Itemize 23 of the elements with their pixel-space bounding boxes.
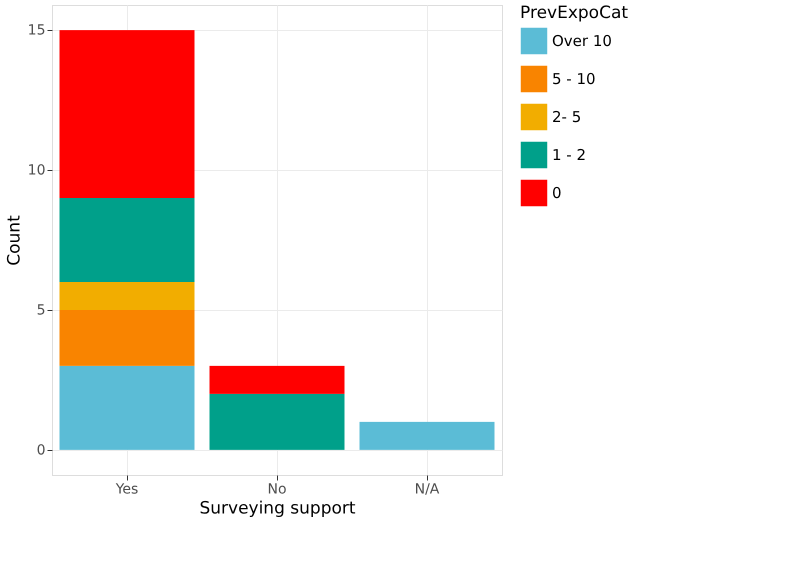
legend-label: 5 - 10	[552, 70, 596, 88]
y-axis-title: Count	[4, 214, 25, 266]
x-tick-label: Yes	[114, 482, 138, 498]
bar	[60, 30, 194, 198]
legend-label: Over 10	[552, 32, 612, 50]
y-tick-label: 15	[28, 22, 46, 39]
bar	[60, 198, 194, 282]
bar	[60, 282, 194, 310]
legend-label: 2- 5	[552, 108, 582, 126]
y-tick-label: 10	[28, 162, 46, 179]
bar	[60, 310, 194, 366]
x-tick-label: No	[267, 482, 287, 498]
legend-label: 0	[552, 184, 562, 202]
bar	[210, 394, 344, 450]
legend-title: PrevExpoCat	[520, 3, 628, 23]
bar	[60, 366, 194, 450]
bar	[360, 422, 494, 450]
x-tick-label: N/A	[414, 482, 440, 498]
y-tick-label: 0	[36, 442, 46, 458]
bar	[210, 366, 344, 394]
x-axis-title: Surveying support	[199, 498, 356, 518]
legend-label: 1 - 2	[552, 146, 586, 164]
y-tick-label: 5	[36, 302, 46, 318]
